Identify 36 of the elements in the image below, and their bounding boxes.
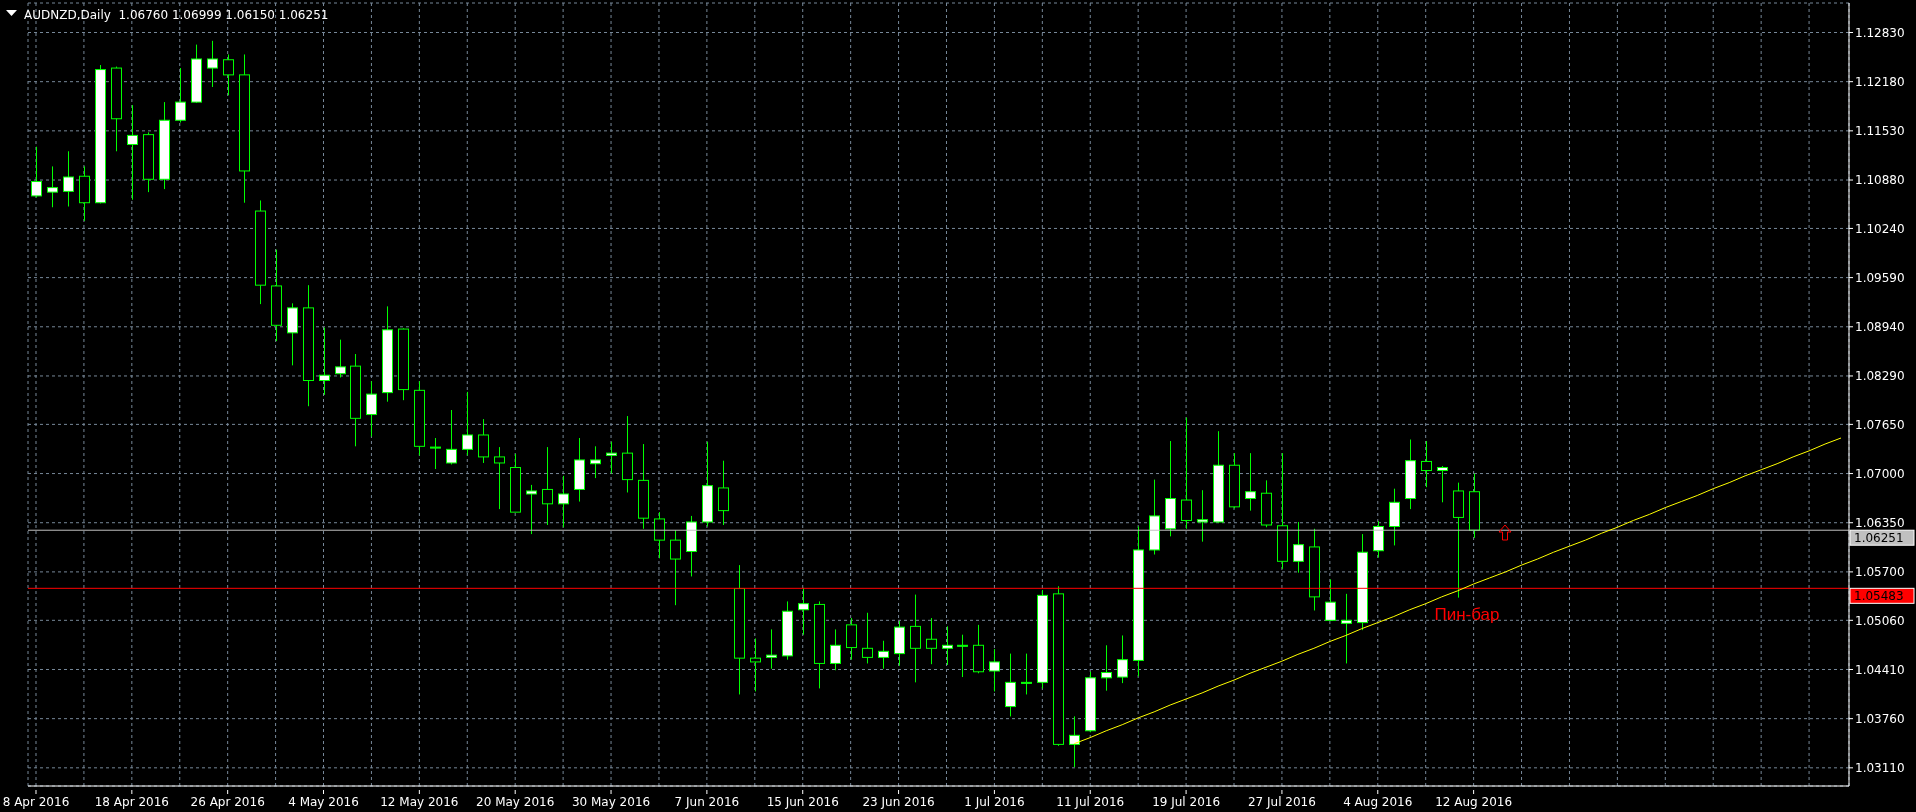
y-tick-label: 1.12180 <box>1855 74 1905 89</box>
y-tick-label: 1.04410 <box>1855 662 1905 677</box>
x-tick-label: 8 Apr 2016 <box>2 795 70 809</box>
y-tick-label: 1.06350 <box>1855 515 1905 530</box>
x-tick-label: 7 Jun 2016 <box>674 795 740 809</box>
y-tick-label: 1.10240 <box>1855 221 1905 236</box>
y-tick-label: 1.08940 <box>1855 320 1905 335</box>
x-tick-label: 19 Jul 2016 <box>1152 795 1221 809</box>
ref-line-label: 1.05483 <box>1854 589 1904 604</box>
y-tick-label: 1.03110 <box>1855 761 1905 776</box>
x-tick-label: 12 May 2016 <box>380 795 459 809</box>
y-tick-label: 1.09590 <box>1855 270 1905 285</box>
text: AUDNZD,Daily 1.06760 1.06999 1.06150 1.06251 <box>24 8 329 22</box>
annotation: Пин-бар <box>1434 605 1500 624</box>
ref-line-label: 1.06251 <box>1854 531 1904 546</box>
x-tick-label: 26 Apr 2016 <box>190 795 265 809</box>
x-tick-label: 20 May 2016 <box>476 795 555 809</box>
x-tick-label: 1 Jul 2016 <box>964 795 1025 809</box>
x-tick-label: 11 Jul 2016 <box>1056 795 1125 809</box>
x-tick-label: 4 May 2016 <box>288 795 359 809</box>
y-tick-label: 1.10880 <box>1855 173 1905 188</box>
y-tick-label: 1.07650 <box>1855 417 1905 432</box>
x-tick-label: 12 Aug 2016 <box>1435 795 1513 809</box>
y-tick-label: 1.11530 <box>1855 124 1905 139</box>
x-tick-label: 18 Apr 2016 <box>94 795 169 809</box>
x-tick-label: 4 Aug 2016 <box>1343 795 1413 809</box>
x-tick-label: 27 Jul 2016 <box>1247 795 1316 809</box>
x-tick-label: 30 May 2016 <box>571 795 651 809</box>
y-tick-label: 1.05060 <box>1855 613 1905 628</box>
x-tick-label: 15 Jun 2016 <box>766 795 839 809</box>
y-tick-label: 1.12830 <box>1855 25 1905 40</box>
y-tick-label: 1.08290 <box>1855 369 1905 384</box>
y-tick-label: 1.07000 <box>1855 466 1905 481</box>
y-tick-label: 1.03760 <box>1855 711 1905 726</box>
y-tick-label: 1.05700 <box>1855 565 1905 580</box>
x-tick-label: 23 Jun 2016 <box>862 795 935 809</box>
